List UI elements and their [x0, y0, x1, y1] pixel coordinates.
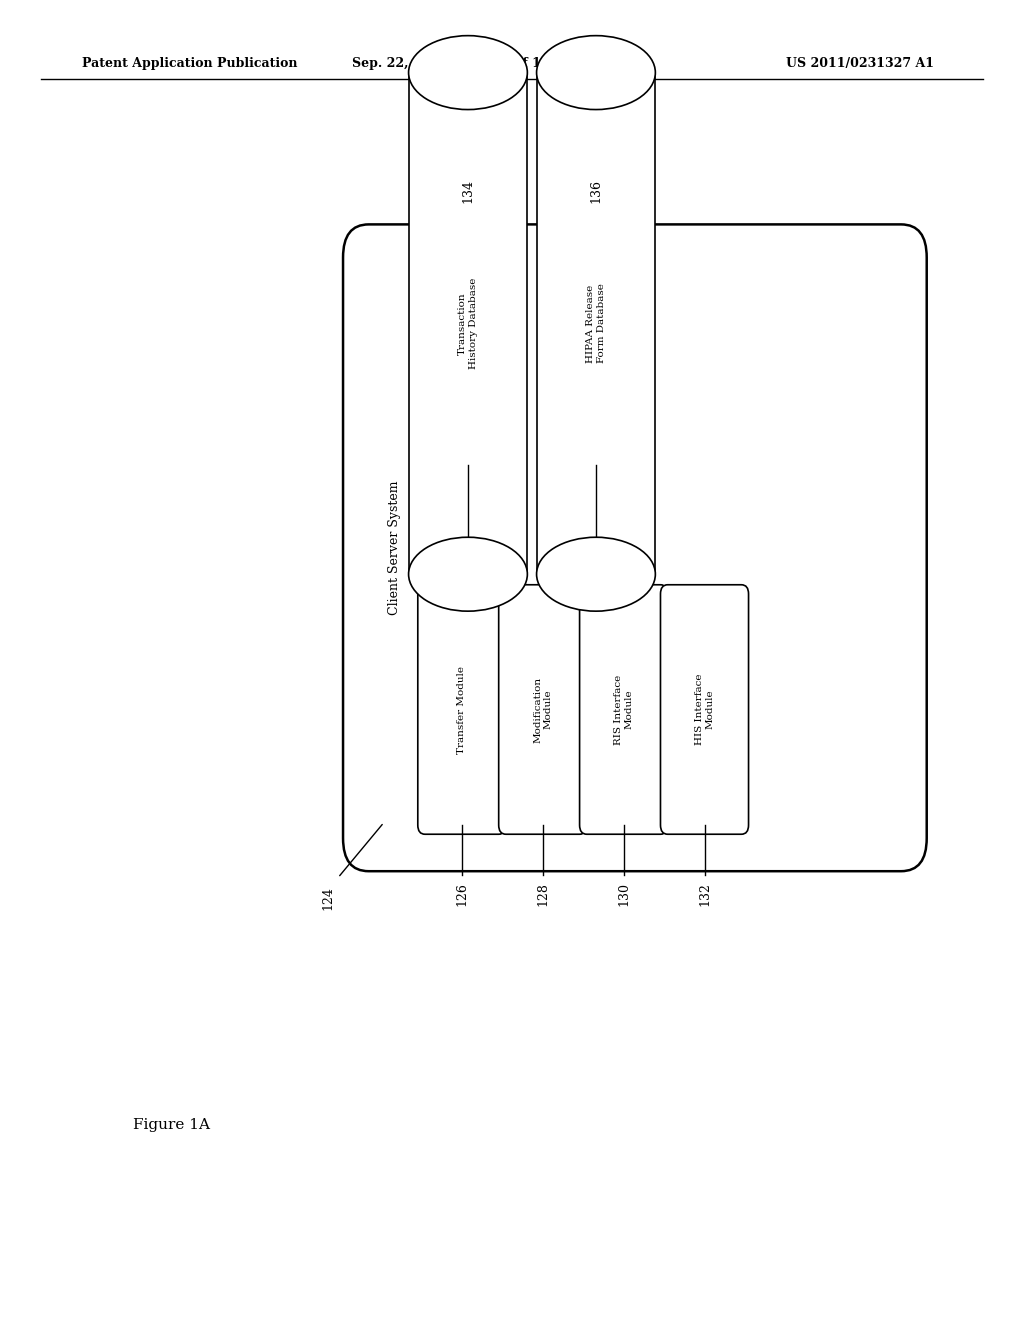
FancyBboxPatch shape	[343, 224, 927, 871]
Text: US 2011/0231327 A1: US 2011/0231327 A1	[786, 57, 934, 70]
Text: Modification
Module: Modification Module	[534, 676, 552, 743]
Ellipse shape	[537, 537, 655, 611]
Ellipse shape	[409, 537, 527, 611]
Text: 126: 126	[456, 882, 468, 906]
FancyBboxPatch shape	[418, 585, 506, 834]
Text: HIPAA Release
Form Database: HIPAA Release Form Database	[587, 284, 605, 363]
Ellipse shape	[537, 36, 655, 110]
Text: HIS Interface
Module: HIS Interface Module	[695, 673, 714, 746]
Text: Figure 1A: Figure 1A	[133, 1118, 210, 1131]
Ellipse shape	[409, 36, 527, 110]
Text: 136: 136	[590, 180, 602, 203]
Text: 128: 128	[537, 882, 549, 906]
Text: 124: 124	[322, 886, 334, 909]
Text: Client Server System: Client Server System	[388, 480, 400, 615]
Text: Transfer Module: Transfer Module	[458, 665, 466, 754]
Text: 132: 132	[698, 882, 711, 906]
FancyBboxPatch shape	[499, 585, 587, 834]
Text: RIS Interface
Module: RIS Interface Module	[614, 675, 633, 744]
Text: Transaction
History Database: Transaction History Database	[459, 277, 477, 370]
Bar	[409, 73, 527, 574]
Bar	[537, 73, 655, 574]
Text: 134: 134	[462, 180, 474, 203]
FancyBboxPatch shape	[580, 585, 668, 834]
Text: Patent Application Publication: Patent Application Publication	[82, 57, 297, 70]
FancyBboxPatch shape	[660, 585, 749, 834]
Text: 130: 130	[617, 882, 630, 906]
Text: Sep. 22, 2011  Sheet 2 of 13: Sep. 22, 2011 Sheet 2 of 13	[352, 57, 549, 70]
